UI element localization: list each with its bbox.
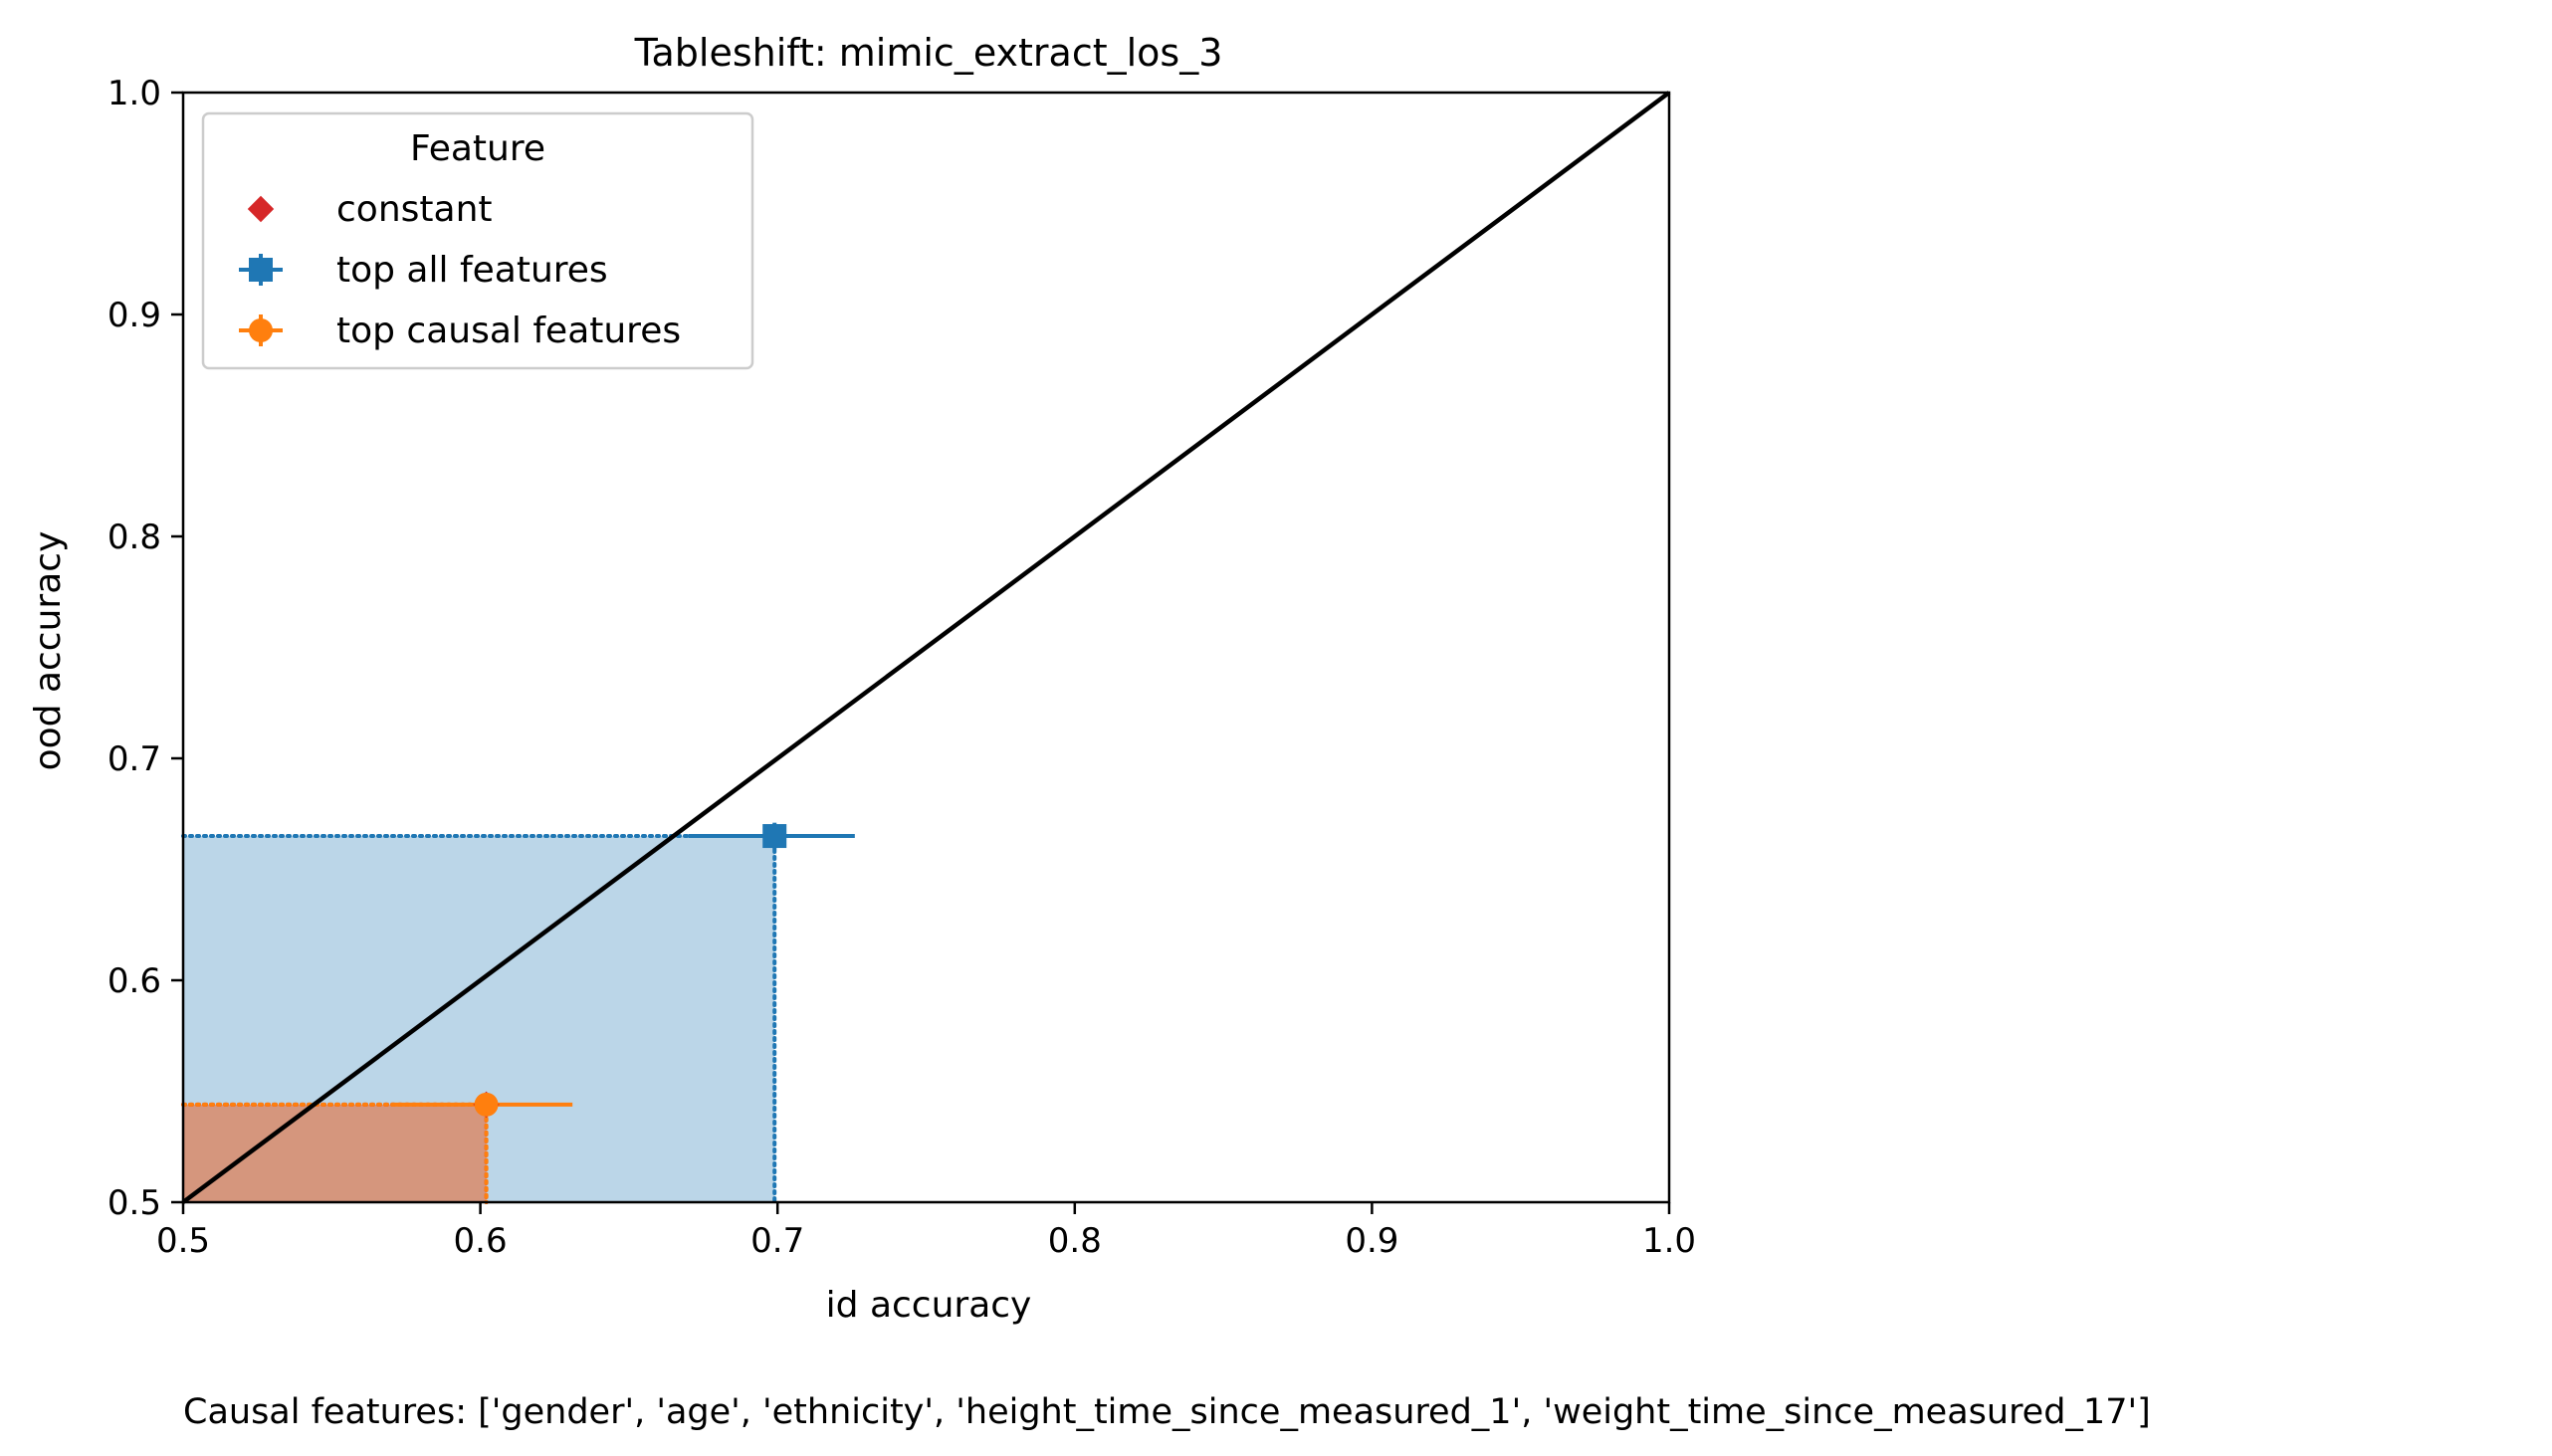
legend-entry-constant: constant — [247, 189, 493, 230]
y-tick-label: 0.7 — [107, 739, 161, 779]
y-axis-ticks: 0.5 0.6 0.7 0.8 0.9 1.0 — [107, 74, 183, 1223]
x-axis-label: id accuracy — [826, 1285, 1032, 1326]
legend-label: constant — [336, 189, 493, 230]
x-tick-label: 0.6 — [454, 1221, 508, 1261]
data-points — [473, 824, 787, 1119]
x-tick-label: 0.7 — [750, 1221, 804, 1261]
y-tick-label: 1.0 — [107, 74, 161, 113]
x-tick-label: 0.9 — [1345, 1221, 1398, 1261]
legend-entry-top-causal-features: top causal features — [239, 311, 681, 351]
legend-label: top causal features — [336, 311, 681, 351]
x-tick-label: 0.8 — [1048, 1221, 1102, 1261]
legend-marker — [249, 258, 273, 282]
legend-title: Feature — [410, 128, 545, 169]
point-top-causal-features — [474, 1092, 499, 1117]
x-tick-label: 0.5 — [156, 1221, 210, 1261]
shade-top-all-features — [183, 836, 775, 1202]
y-axis-label: ood accuracy — [28, 531, 69, 771]
y-tick-label: 0.8 — [107, 518, 161, 557]
plot-area-frame — [181, 91, 1671, 1204]
x-axis-ticks: 0.5 0.6 0.7 0.8 0.9 1.0 — [156, 1202, 1696, 1261]
y-tick-label: 0.5 — [107, 1183, 161, 1223]
y-tick-label: 0.6 — [107, 961, 161, 1001]
shaded-regions — [183, 836, 775, 1202]
shade-constant — [183, 1104, 487, 1202]
legend-box — [201, 111, 754, 370]
caption: Causal features: ['gender', 'age', 'ethn… — [183, 1392, 2151, 1432]
y-tick-label: 0.9 — [107, 296, 161, 335]
legend-marker — [247, 195, 275, 223]
diagonal-reference-line — [181, 91, 1671, 1204]
x-tick-label: 1.0 — [1642, 1221, 1696, 1261]
legend-label: top all features — [336, 250, 608, 291]
legend: Feature constant top all features top caus… — [201, 111, 754, 370]
chart-title: Tableshift: mimic_extract_los_3 — [634, 31, 1223, 75]
legend-marker — [249, 318, 273, 342]
point-top-all-features — [762, 824, 787, 849]
shade-top-causal-features — [183, 1104, 487, 1202]
legend-entry-top-all-features: top all features — [239, 250, 608, 291]
